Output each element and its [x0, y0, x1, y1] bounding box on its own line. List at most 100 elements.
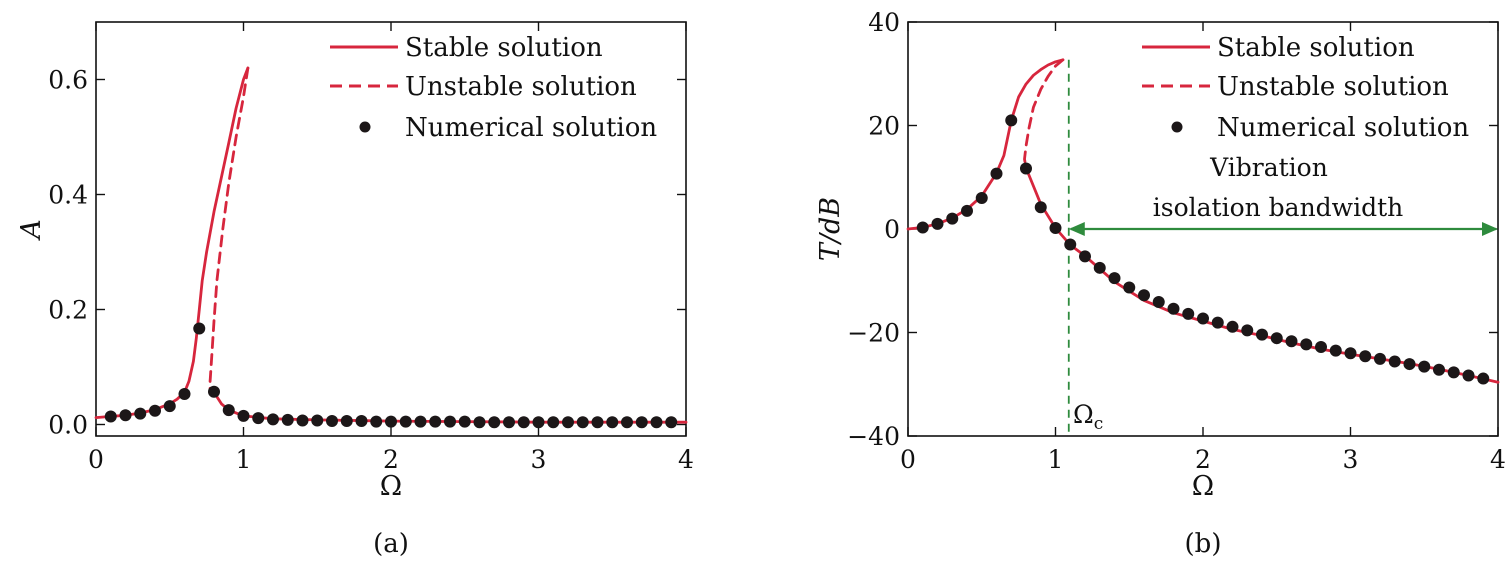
- panel-a-numerical-point: [193, 322, 206, 335]
- panel-b-numerical-point: [1093, 261, 1106, 274]
- panel-a-numerical-point: [591, 416, 604, 429]
- panel-b-y-tick-label: 20: [868, 112, 900, 141]
- panel-b-numerical-point: [1374, 352, 1386, 365]
- panel-b-numerical-point: [1182, 307, 1195, 320]
- panel-a-numerical-point: [296, 414, 309, 427]
- panel-b-bandwidth-label-line1: Vibration: [1209, 153, 1328, 182]
- panel-b-numerical-point: [1359, 350, 1372, 363]
- panel-a-x-ticks: 0 1 2 3 4: [88, 22, 694, 474]
- panel-b-y-tick-label: −20: [847, 319, 900, 348]
- panel-a-numerical-point: [503, 416, 515, 429]
- panel-a-numerical-point: [163, 400, 176, 413]
- panel-a-numerical-point: [517, 416, 530, 429]
- panel-a-y-ticks: 0.0 0.2 0.4 0.6: [48, 66, 686, 440]
- panel-b-stable-curve: [906, 58, 1065, 231]
- panel-b-cutoff-symbol: Ω: [1073, 400, 1094, 429]
- panel-b-numerical-point: [1020, 162, 1032, 175]
- panel-b-legend-unstable-label: Unstable solution: [1217, 72, 1449, 102]
- panel-a-numerical-point: [104, 410, 117, 423]
- panel-a-numerical-point: [252, 412, 265, 425]
- panel-a-numerical-point: [562, 416, 574, 429]
- panel-b-numerical-point: [1211, 316, 1224, 329]
- panel-b-unstable-curve: [1023, 58, 1065, 170]
- panel-a-numerical-point: [370, 415, 383, 428]
- panel-a-x-tick-label: 0: [88, 445, 104, 474]
- panel-b-numerical-point: [990, 167, 1003, 180]
- panel-b-numerical-point: [1152, 295, 1165, 308]
- panel-a-numerical-point: [149, 404, 161, 417]
- panel-a-y-axis-title: A: [16, 219, 47, 242]
- panel-b-numerical-point: [1344, 347, 1357, 360]
- panel-a-numerical-point: [208, 385, 220, 398]
- panel-a-legend-unstable-label: Unstable solution: [405, 72, 637, 102]
- panel-b-numerical-point: [1005, 114, 1018, 127]
- panel-a-x-tick-label: 2: [383, 445, 399, 474]
- panel-a-markers: [104, 322, 678, 429]
- panel-b-x-tick-label: 2: [1195, 445, 1211, 474]
- panel-b: 0 1 2 3 4 −40 −20 0 20 40 Stable solution Unstab…: [815, 8, 1506, 559]
- panel-b-numerical-point: [1300, 338, 1313, 351]
- panel-a-numerical-point: [650, 416, 663, 429]
- panel-b-numerical-point: [1270, 332, 1283, 345]
- panel-a-numerical-point: [281, 413, 294, 426]
- panel-b-numerical-point: [1256, 328, 1268, 341]
- panel-b-x-tick-label: 0: [900, 445, 916, 474]
- bandwidth-arrowhead-right: [1482, 222, 1498, 236]
- panel-b-x-tick-label: 4: [1490, 445, 1506, 474]
- panel-a-numerical-point: [340, 415, 353, 428]
- panel-b-numerical-point: [1108, 272, 1121, 285]
- panel-a-numerical-point: [267, 413, 279, 426]
- panel-b-y-tick-label: 40: [868, 8, 900, 37]
- panel-a-caption: (a): [373, 529, 409, 559]
- panel-b-numerical-point: [1241, 324, 1254, 337]
- panel-a-numerical-point: [532, 416, 545, 429]
- bandwidth-arrowhead-left: [1068, 222, 1085, 236]
- panel-a-unstable-curve: [208, 66, 250, 394]
- panel-b-bandwidth-label-line2: isolation bandwidth: [1153, 193, 1403, 222]
- panel-b-y-tick-label: −40: [847, 422, 900, 451]
- panel-a-numerical-point: [178, 388, 191, 401]
- panel-b-numerical-point: [1138, 289, 1150, 302]
- panel-b-numerical-point: [1049, 221, 1062, 234]
- panel-a-y-tick-label: 0.2: [48, 296, 88, 325]
- panel-a-y-tick-label: 0.0: [48, 411, 88, 440]
- panel-a-numerical-point: [444, 415, 456, 428]
- panel-b-bandwidth-arrow: [1068, 222, 1498, 236]
- panel-b-numerical-point: [1447, 366, 1460, 379]
- panel-b-numerical-point: [1433, 363, 1445, 376]
- panel-b-numerical-point: [1418, 360, 1431, 373]
- panel-a-legend-numerical-swatch: [359, 121, 371, 133]
- panel-b-numerical-point: [1167, 302, 1180, 315]
- panel-b-x-tick-label: 1: [1048, 445, 1064, 474]
- panel-a-numerical-point: [473, 416, 486, 429]
- panel-b-numerical-point: [1388, 355, 1401, 368]
- panel-b-numerical-point: [961, 204, 973, 217]
- panel-a-numerical-point: [119, 409, 132, 422]
- panel-a-numerical-point: [134, 407, 147, 420]
- panel-b-numerical-point: [1123, 281, 1136, 294]
- panel-b-x-axis-title: Ω: [1192, 471, 1214, 502]
- panel-b-y-ticks: −40 −20 0 20 40: [847, 8, 1498, 451]
- panel-a-legend-stable-label: Stable solution: [405, 33, 603, 63]
- panel-b-numerical-point: [1285, 335, 1298, 348]
- panel-b-numerical-point: [931, 217, 944, 230]
- panel-b-numerical-point: [946, 212, 959, 225]
- panel-a-numerical-point: [355, 415, 368, 428]
- panel-a-x-axis-title: Ω: [380, 471, 402, 502]
- panel-b-legend: Stable solution Unstable solution Numeri…: [1142, 33, 1469, 143]
- panel-a-numerical-point: [399, 415, 412, 428]
- panel-a-legend-numerical-label: Numerical solution: [405, 113, 657, 143]
- panel-b-numerical-point: [1477, 372, 1490, 385]
- panel-a-numerical-point: [665, 416, 678, 429]
- panel-b-numerical-point: [1403, 358, 1416, 371]
- panel-a-numerical-point: [606, 416, 619, 429]
- panel-a-stable-curve: [94, 66, 250, 419]
- panel-b-numerical-point: [1226, 320, 1239, 333]
- panel-a-numerical-point: [547, 416, 560, 429]
- panel-b-numerical-point: [975, 191, 988, 204]
- panel-a-legend: Stable solution Unstable solution Numeri…: [330, 33, 657, 143]
- panel-b-numerical-point: [1315, 340, 1327, 353]
- panel-a-numerical-point: [621, 416, 633, 429]
